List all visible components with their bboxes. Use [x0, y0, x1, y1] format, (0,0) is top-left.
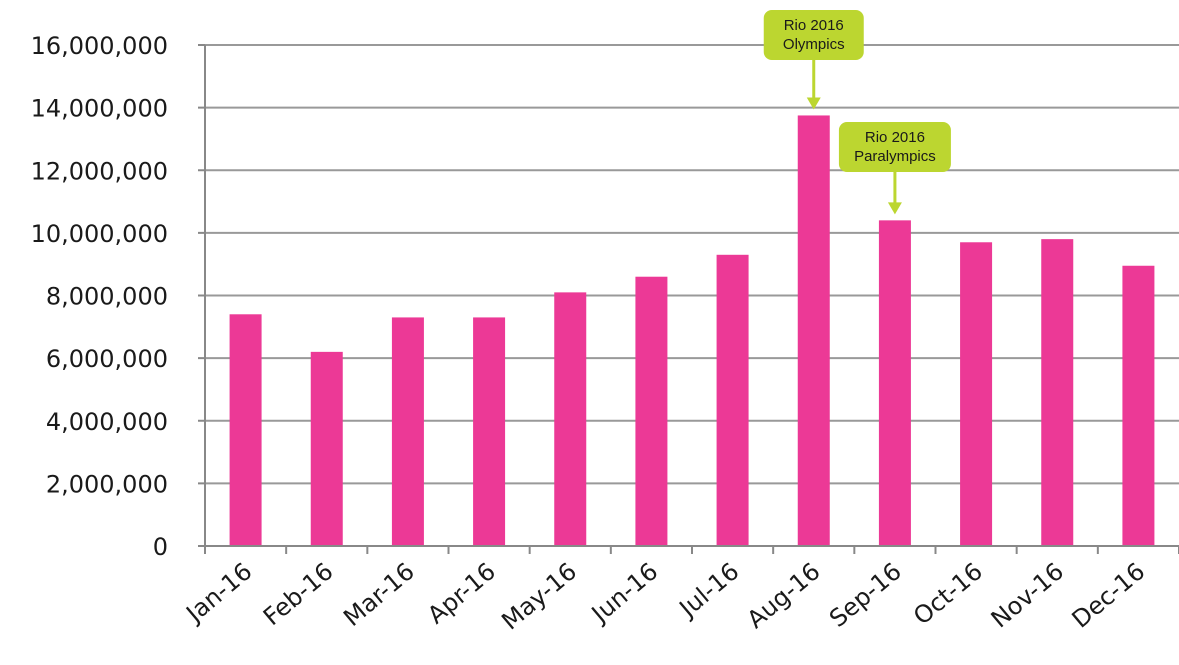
y-tick-label: 16,000,000	[31, 32, 168, 60]
annotation-text: Rio 2016	[784, 17, 844, 34]
bar-oct-16	[960, 242, 992, 546]
x-tick-label-mar-16: Mar-16	[338, 557, 420, 632]
x-tick-label-jun-16: Jun-16	[585, 557, 663, 629]
x-tick-label-oct-16: Oct-16	[908, 557, 988, 630]
bar-nov-16	[1041, 239, 1073, 546]
annotation-text: Rio 2016	[865, 129, 925, 146]
x-tick-label-may-16: May-16	[496, 557, 582, 635]
y-tick-label: 4,000,000	[46, 408, 168, 436]
annotation-rio-2016-paralympics: Rio 2016 Paralympics	[839, 122, 951, 214]
bar-dec-16	[1122, 266, 1154, 546]
y-tick-label: 10,000,000	[31, 220, 168, 248]
annotation-text: Olympics	[783, 36, 845, 53]
bar-jun-16	[635, 277, 667, 546]
bars	[230, 115, 1155, 546]
x-tick-label-sep-16: Sep-16	[824, 557, 907, 633]
y-tick-label: 0	[153, 533, 168, 561]
x-tick-label-jul-16: Jul-16	[673, 557, 745, 624]
axes	[198, 45, 1179, 554]
annotation-rio-2016-olympics: Rio 2016 Olympics	[764, 10, 864, 109]
annotations: Rio 2016 Olympics Rio 2016 Paralympics	[764, 10, 951, 214]
y-tick-label: 8,000,000	[46, 283, 168, 311]
x-tick-label-feb-16: Feb-16	[258, 557, 339, 631]
x-tick-label-dec-16: Dec-16	[1067, 557, 1151, 633]
annotation-text: Paralympics	[854, 148, 936, 165]
gridlines	[205, 45, 1179, 483]
annotation-arrow-head	[888, 202, 902, 214]
bar-jan-16	[230, 314, 262, 546]
bar-aug-16	[798, 115, 830, 546]
bar-sep-16	[879, 220, 911, 546]
y-tick-labels: 0 2,000,000 4,000,000 6,000,000 8,000,000 10,…	[31, 32, 168, 561]
y-tick-label: 2,000,000	[46, 470, 168, 498]
y-tick-label: 12,000,000	[31, 157, 168, 185]
x-tick-label-aug-16: Aug-16	[742, 557, 826, 634]
x-tick-label-jan-16: Jan-16	[180, 557, 258, 629]
x-tick-label-nov-16: Nov-16	[986, 557, 1069, 633]
x-tick-label-apr-16: Apr-16	[422, 557, 501, 629]
bar-jul-16	[717, 255, 749, 546]
bar-apr-16	[473, 317, 505, 546]
bar-mar-16	[392, 317, 424, 546]
y-tick-label: 14,000,000	[31, 95, 168, 123]
bar-feb-16	[311, 352, 343, 546]
y-tick-label: 6,000,000	[46, 345, 168, 373]
bar-may-16	[554, 292, 586, 546]
